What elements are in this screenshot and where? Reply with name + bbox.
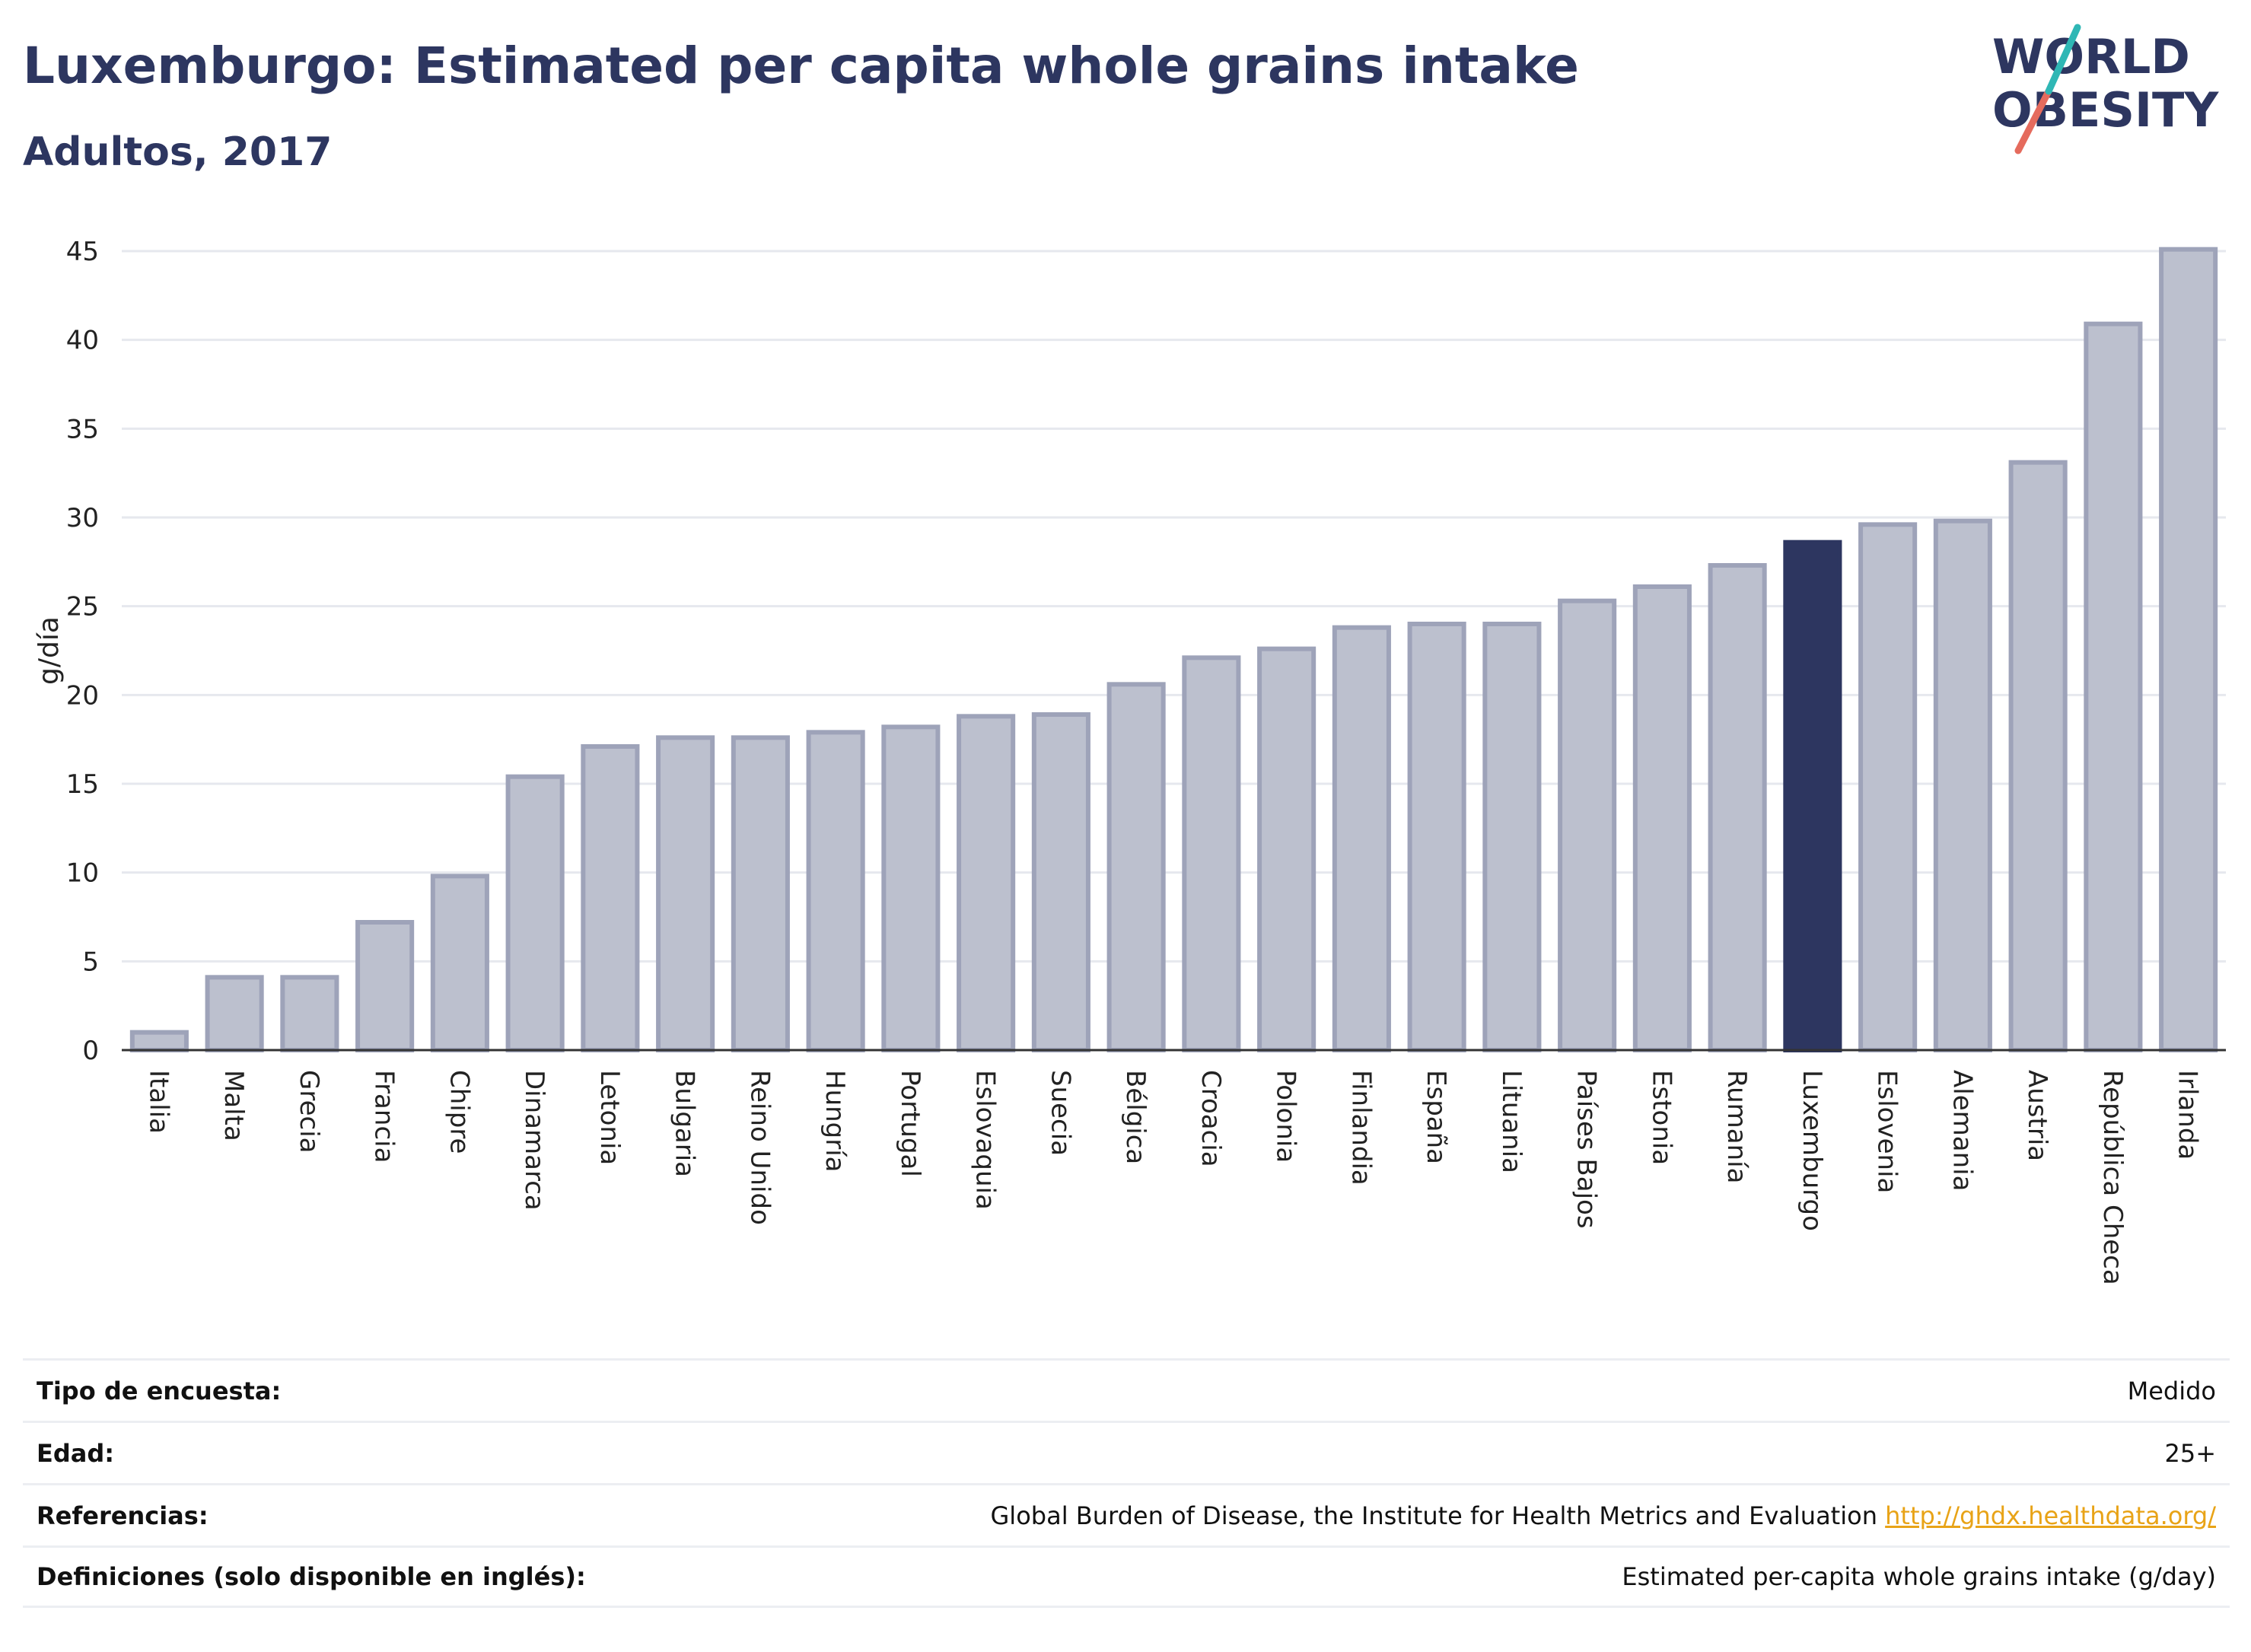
y-axis-label: g/día <box>33 616 65 685</box>
bar-austria <box>2008 460 2068 1052</box>
bar-alemania <box>1933 518 1992 1052</box>
x-tick-label: España <box>1421 1070 1451 1164</box>
x-tick-label: Polonia <box>1271 1070 1301 1163</box>
x-tick-label: Estonia <box>1646 1070 1676 1165</box>
bar-luxemburgo <box>1783 540 1842 1052</box>
y-tick-label: 25 <box>66 592 99 622</box>
info-key: Tipo de encuesta: <box>37 1376 282 1405</box>
y-tick-label: 40 <box>66 326 99 356</box>
bar-portugal <box>881 724 941 1052</box>
bar-países-bajos <box>1558 598 1617 1052</box>
bar-croacia <box>1182 655 1241 1052</box>
x-tick-label: Suecia <box>1045 1070 1075 1156</box>
x-tick-label: República Checa <box>2097 1070 2128 1285</box>
bar-lituania <box>1482 622 1542 1052</box>
y-tick-label: 45 <box>66 237 99 267</box>
bars <box>122 247 2226 1053</box>
bar-españa <box>1407 622 1466 1052</box>
reference-text: Global Burden of Disease, the Institute … <box>990 1501 1877 1530</box>
bar-malta <box>205 975 264 1053</box>
x-tick-label: Malta <box>218 1070 249 1141</box>
y-tick-label: 10 <box>66 858 99 889</box>
x-tick-label: Irlanda <box>2173 1070 2203 1160</box>
x-tick-label: Francia <box>369 1070 400 1163</box>
bar-hungría <box>806 730 865 1052</box>
bar-letonia <box>581 744 640 1052</box>
x-tick-label: Lituania <box>1496 1070 1527 1173</box>
x-tick-label: Portugal <box>895 1070 925 1177</box>
x-tick-label: Rumanía <box>1721 1070 1752 1183</box>
y-axis-ticks: 0 5 10 15 20 25 30 35 40 45 <box>66 237 99 1066</box>
x-tick-label: Alemania <box>1947 1070 1977 1191</box>
x-tick-label: Letonia <box>594 1070 625 1165</box>
info-value: Medido <box>2127 1376 2216 1405</box>
bar-reino-unido <box>731 735 790 1052</box>
x-tick-label: Eslovaquia <box>970 1070 1001 1210</box>
info-row-definitions: Definiciones (solo disponible en inglés)… <box>23 1545 2230 1608</box>
bar-irlanda <box>2159 247 2218 1053</box>
bar-suecia <box>1031 712 1090 1052</box>
x-tick-label: Dinamarca <box>519 1070 549 1211</box>
bar-rumanía <box>1708 563 1767 1052</box>
y-tick-label: 15 <box>66 769 99 800</box>
bar-chipre <box>430 874 489 1053</box>
bar-estonia <box>1632 584 1692 1052</box>
info-value-references: Global Burden of Disease, the Institute … <box>991 1501 2217 1530</box>
bar-grecia <box>280 975 339 1053</box>
info-value: 25+ <box>2164 1438 2216 1468</box>
y-tick-label: 30 <box>66 503 99 533</box>
bar-bulgaria <box>656 735 715 1052</box>
info-key: Edad: <box>37 1438 115 1468</box>
info-key: Definiciones (solo disponible en inglés)… <box>37 1562 586 1591</box>
bar-finlandia <box>1332 625 1391 1052</box>
y-tick-label: 35 <box>66 414 99 444</box>
x-tick-label: Eslovenia <box>1872 1070 1902 1193</box>
x-tick-label: Bulgaria <box>670 1070 700 1177</box>
chart-title: Luxemburgo: Estimated per capita whole g… <box>23 37 1579 95</box>
bar-eslovaquia <box>957 714 1016 1052</box>
x-tick-label: Reino Unido <box>744 1070 775 1225</box>
y-tick-label: 5 <box>82 947 99 977</box>
bar-república-checa <box>2084 321 2143 1052</box>
x-tick-label: Chipre <box>444 1070 474 1154</box>
world-obesity-logo: WORLD OBESITY <box>1992 24 2219 154</box>
info-row-age: Edad: 25+ <box>23 1421 2230 1483</box>
info-row-survey: Tipo de encuesta: Medido <box>23 1358 2230 1421</box>
x-tick-label: Italia <box>143 1070 174 1134</box>
x-tick-label: Luxemburgo <box>1797 1070 1827 1231</box>
bar-chart: 0 5 10 15 20 25 30 35 40 45 Italia Malta Grecia Fran… <box>33 237 2226 1285</box>
info-value: Estimated per-capita whole grains intake… <box>1622 1562 2216 1591</box>
y-tick-label: 0 <box>82 1036 99 1066</box>
x-tick-label: Hungría <box>820 1070 850 1173</box>
x-tick-label: Grecia <box>294 1070 324 1153</box>
reference-link[interactable]: http://ghdx.healthdata.org/ <box>1885 1501 2216 1530</box>
x-tick-label: Austria <box>2022 1070 2052 1161</box>
x-tick-label: Bélgica <box>1120 1070 1151 1164</box>
logo-line1: WORLD <box>1992 29 2190 84</box>
bar-polonia <box>1257 646 1317 1052</box>
bar-eslovenia <box>1858 522 1918 1052</box>
x-axis-labels: Italia Malta Grecia Francia Chipre Dinamarca L… <box>143 1070 2202 1285</box>
x-tick-label: Finlandia <box>1345 1070 1376 1186</box>
chart-subtitle: Adultos, 2017 <box>23 129 333 175</box>
bar-francia <box>355 920 415 1052</box>
bar-italia <box>129 1030 189 1052</box>
x-tick-label: Croacia <box>1196 1070 1226 1167</box>
x-tick-label: Países Bajos <box>1571 1070 1602 1229</box>
info-table: Tipo de encuesta: Medido Edad: 25+ Refer… <box>23 1358 2230 1608</box>
info-row-references: Referencias: Global Burden of Disease, t… <box>23 1483 2230 1545</box>
bar-dinamarca <box>505 774 565 1053</box>
y-tick-label: 20 <box>66 680 99 711</box>
bar-bélgica <box>1106 682 1166 1052</box>
info-key: Referencias: <box>37 1501 209 1530</box>
